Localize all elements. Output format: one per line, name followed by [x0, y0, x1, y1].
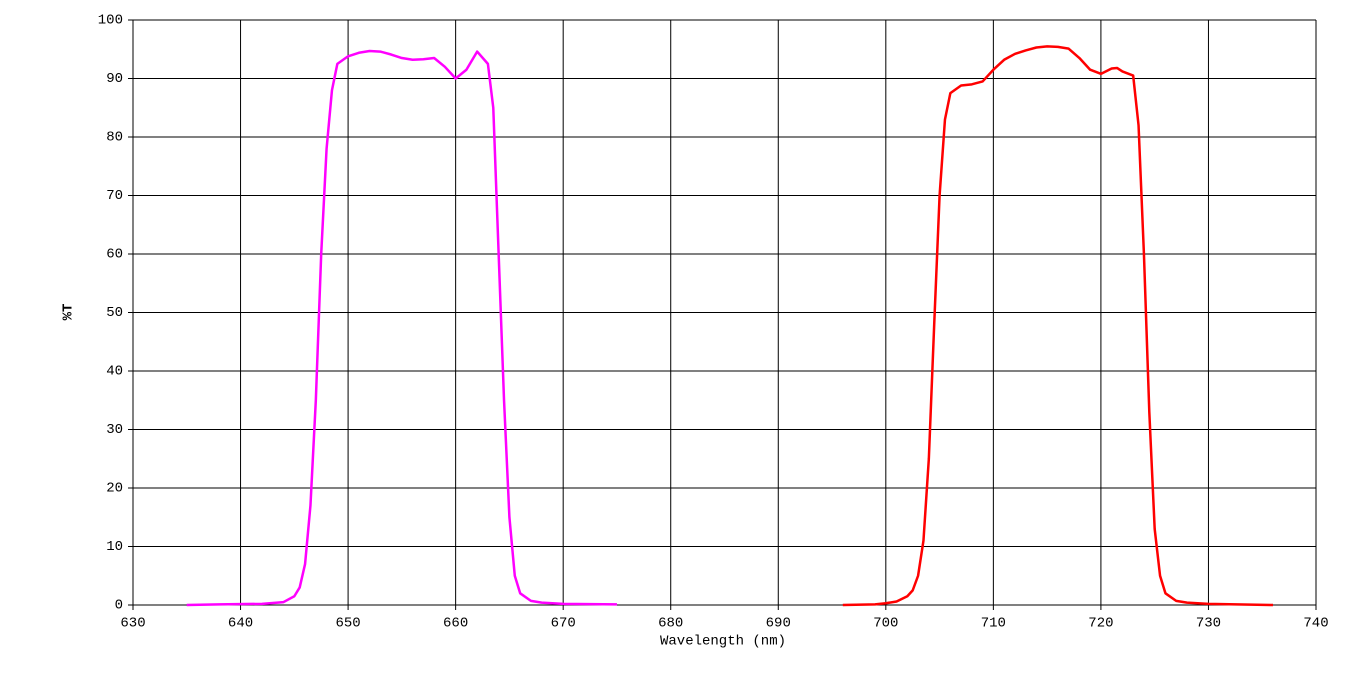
- y-tick-label: 30: [106, 422, 123, 438]
- x-tick-label: 690: [766, 616, 791, 632]
- series-line: [842, 45, 1274, 607]
- x-tick-label: 710: [981, 616, 1006, 632]
- y-tick-label: 20: [106, 481, 123, 497]
- x-tick-label: 670: [551, 616, 576, 632]
- y-tick-label: 50: [106, 305, 123, 321]
- x-tick-label: 630: [120, 616, 145, 632]
- y-tick-label: 60: [106, 247, 123, 263]
- y-tick-label: 40: [106, 364, 123, 380]
- y-axis-label: %T: [61, 304, 77, 321]
- series-line: [186, 49, 617, 607]
- x-tick-label: 730: [1196, 616, 1221, 632]
- y-tick-label: 100: [98, 13, 123, 29]
- y-tick-label: 90: [106, 71, 123, 87]
- y-tick-label: 70: [106, 188, 123, 204]
- y-tick-label: 10: [106, 539, 123, 555]
- y-tick-label: 0: [115, 598, 123, 614]
- x-tick-label: 680: [658, 616, 683, 632]
- x-tick-label: 650: [335, 616, 360, 632]
- x-tick-label: 720: [1088, 616, 1113, 632]
- x-tick-label: 740: [1303, 616, 1328, 632]
- y-tick-label: 80: [106, 130, 123, 146]
- x-tick-label: 640: [228, 616, 253, 632]
- x-tick-label: 660: [443, 616, 468, 632]
- x-tick-label: 700: [873, 616, 898, 632]
- x-axis-label: Wavelength (nm): [660, 634, 786, 650]
